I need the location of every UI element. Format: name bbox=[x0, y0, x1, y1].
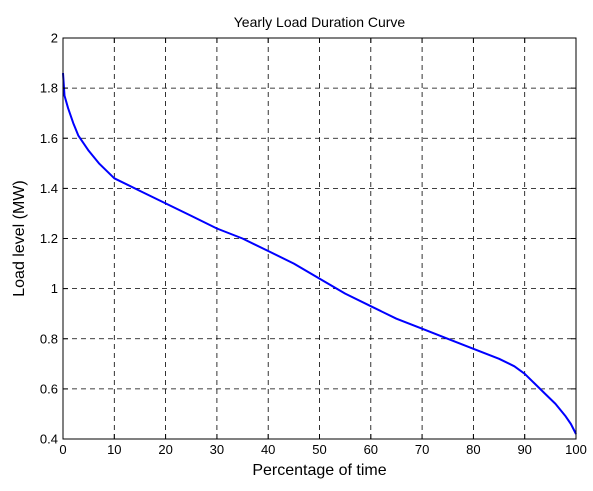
chart-title: Yearly Load Duration Curve bbox=[234, 14, 406, 30]
y-tick-label: 1.6 bbox=[40, 131, 58, 146]
x-tick-label: 20 bbox=[158, 442, 172, 457]
x-tick-label: 80 bbox=[466, 442, 480, 457]
x-tick-label: 90 bbox=[517, 442, 531, 457]
y-tick-label: 0.8 bbox=[40, 331, 58, 346]
grid-lines bbox=[63, 38, 576, 439]
x-tick-label: 30 bbox=[210, 442, 224, 457]
y-tick-label: 1.2 bbox=[40, 231, 58, 246]
x-axis-title: Percentage of time bbox=[252, 462, 386, 479]
x-tick-label: 100 bbox=[565, 442, 587, 457]
y-tick-label: 1 bbox=[51, 281, 58, 296]
tick-labels: 0 10 20 30 40 50 60 70 80 90 100 0.4 0.6 0.8 1 1.2 1.4 1.… bbox=[40, 31, 587, 458]
y-axis-title: Load level (MW) bbox=[11, 180, 28, 296]
y-tick-label: 1.4 bbox=[40, 181, 58, 196]
x-tick-label: 60 bbox=[364, 442, 378, 457]
x-tick-label: 0 bbox=[59, 442, 66, 457]
x-tick-label: 50 bbox=[312, 442, 326, 457]
y-tick-label: 1.8 bbox=[40, 81, 58, 96]
x-tick-label: 40 bbox=[261, 442, 275, 457]
series-lines bbox=[62, 73, 577, 435]
y-tick-label: 0.4 bbox=[40, 432, 58, 447]
x-tick-label: 10 bbox=[107, 442, 121, 457]
series-line bbox=[62, 73, 577, 435]
axis-ticks bbox=[62, 37, 577, 440]
y-tick-label: 2 bbox=[51, 31, 58, 46]
y-tick-label: 0.6 bbox=[40, 381, 58, 396]
x-tick-label: 70 bbox=[415, 442, 429, 457]
